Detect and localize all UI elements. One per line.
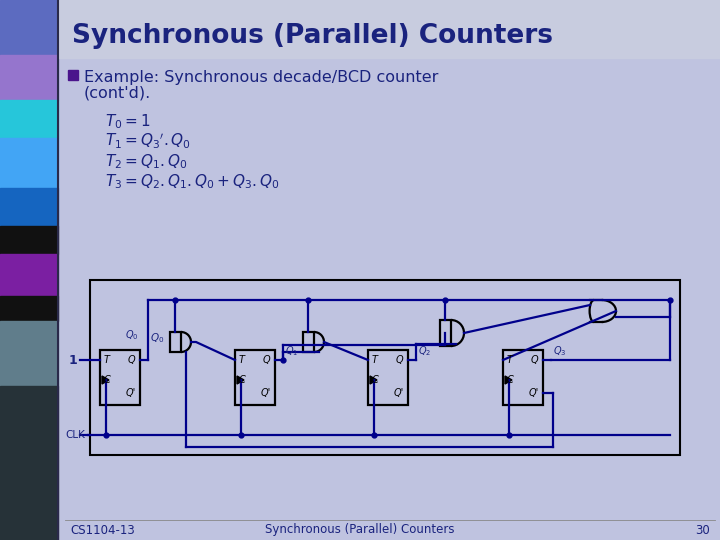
Text: Q: Q	[396, 355, 404, 365]
Polygon shape	[505, 376, 512, 384]
Text: $T_0 = 1$: $T_0 = 1$	[105, 112, 150, 131]
Bar	[170, 332, 181, 352]
Text: T: T	[507, 355, 513, 365]
Bar	[0, 296, 58, 321]
Bar	[235, 350, 275, 405]
Bar	[0, 55, 58, 100]
Text: $Q_1$: $Q_1$	[285, 344, 298, 358]
Text: 1: 1	[68, 354, 77, 367]
Bar	[0, 386, 58, 540]
Text: Q': Q'	[394, 388, 404, 398]
Bar	[503, 350, 543, 405]
Text: $T_2 = Q_1.Q_0$: $T_2 = Q_1.Q_0$	[105, 152, 187, 171]
Text: (cont'd).: (cont'd).	[84, 86, 151, 101]
Text: $T_1 = Q_3{}'.Q_0$: $T_1 = Q_3{}'.Q_0$	[105, 132, 191, 151]
Polygon shape	[370, 376, 377, 384]
Text: CLK: CLK	[65, 430, 85, 440]
Text: C: C	[372, 375, 379, 385]
Text: CS1104-13: CS1104-13	[70, 523, 135, 537]
Bar	[0, 188, 58, 226]
Bar	[303, 332, 314, 352]
Text: Q': Q'	[261, 388, 271, 398]
Text: Synchronous (Parallel) Counters: Synchronous (Parallel) Counters	[265, 523, 455, 537]
Bar	[368, 350, 408, 405]
Text: Example: Synchronous decade/BCD counter: Example: Synchronous decade/BCD counter	[84, 70, 438, 85]
Polygon shape	[237, 376, 244, 384]
Bar	[0, 321, 58, 386]
Bar	[68, 70, 78, 80]
Text: $Q_0$: $Q_0$	[125, 328, 139, 342]
Bar	[90, 280, 680, 455]
Text: T: T	[372, 355, 378, 365]
Text: $Q_3$: $Q_3$	[553, 344, 567, 358]
Text: Q: Q	[263, 355, 271, 365]
Polygon shape	[102, 376, 109, 384]
Text: $Q_0$: $Q_0$	[150, 331, 164, 345]
Bar	[0, 138, 58, 188]
Text: $Q_2$: $Q_2$	[418, 344, 431, 358]
Text: C: C	[507, 375, 514, 385]
Bar	[440, 320, 451, 346]
Text: Synchronous (Parallel) Counters: Synchronous (Parallel) Counters	[72, 23, 553, 49]
Bar	[100, 350, 140, 405]
Bar	[0, 100, 58, 138]
Text: Q: Q	[531, 355, 539, 365]
Text: C: C	[239, 375, 246, 385]
Text: Q': Q'	[126, 388, 136, 398]
Text: T: T	[104, 355, 110, 365]
Bar	[58, 0, 720, 58]
Text: Q: Q	[128, 355, 135, 365]
Bar	[0, 0, 58, 55]
Text: $T_3 = Q_2.Q_1.Q_0 + Q_3.Q_0$: $T_3 = Q_2.Q_1.Q_0 + Q_3.Q_0$	[105, 172, 279, 191]
Text: 30: 30	[696, 523, 710, 537]
Text: Q': Q'	[529, 388, 539, 398]
Text: T: T	[239, 355, 245, 365]
Text: C: C	[104, 375, 111, 385]
Bar	[0, 254, 58, 296]
Bar	[0, 226, 58, 254]
